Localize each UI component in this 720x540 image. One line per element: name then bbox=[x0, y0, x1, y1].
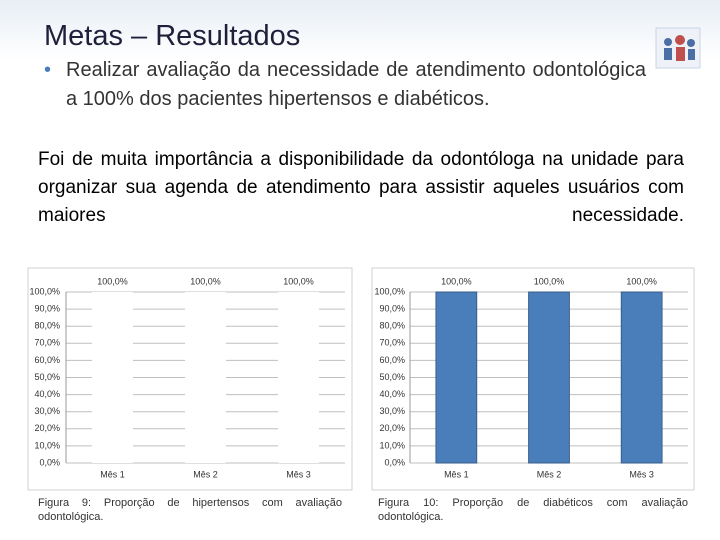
bar bbox=[185, 292, 226, 463]
y-tick-label: 60,0% bbox=[34, 355, 60, 365]
value-label: 100,0% bbox=[97, 276, 128, 286]
slide-title: Metas – Resultados bbox=[44, 20, 301, 52]
value-label: 100,0% bbox=[534, 276, 565, 286]
y-tick-label: 80,0% bbox=[379, 321, 405, 331]
x-tick-label: Mês 2 bbox=[193, 469, 218, 479]
value-label: 100,0% bbox=[190, 276, 221, 286]
y-tick-label: 100,0% bbox=[29, 286, 60, 296]
y-tick-label: 80,0% bbox=[34, 321, 60, 331]
y-tick-label: 20,0% bbox=[34, 423, 60, 433]
caption: Figura 10: Proporção de diabéticos com a… bbox=[378, 497, 688, 523]
y-tick-label: 0,0% bbox=[39, 457, 60, 467]
y-tick-label: 100,0% bbox=[374, 286, 405, 296]
y-tick-label: 90,0% bbox=[34, 303, 60, 313]
x-tick-label: Mês 3 bbox=[286, 469, 311, 479]
bar bbox=[92, 292, 133, 463]
x-tick-label: Mês 2 bbox=[537, 469, 562, 479]
bar bbox=[620, 291, 663, 464]
y-tick-label: 70,0% bbox=[379, 338, 405, 348]
y-tick-label: 60,0% bbox=[379, 355, 405, 365]
y-tick-label: 30,0% bbox=[34, 406, 60, 416]
paragraph: Foi de muita importância a disponibilida… bbox=[38, 149, 684, 226]
bullet-text: Realizar avaliação da necessidade de ate… bbox=[66, 59, 646, 110]
bar bbox=[528, 291, 570, 464]
y-tick-label: 40,0% bbox=[34, 389, 60, 399]
y-tick-label: 50,0% bbox=[34, 372, 60, 382]
y-tick-label: 90,0% bbox=[379, 303, 405, 313]
y-tick-label: 10,0% bbox=[379, 440, 405, 450]
logo bbox=[655, 27, 701, 69]
y-tick-label: 70,0% bbox=[34, 338, 60, 348]
y-tick-label: 0,0% bbox=[384, 457, 405, 467]
y-tick-label: 50,0% bbox=[379, 372, 405, 382]
y-tick-label: 20,0% bbox=[379, 423, 405, 433]
y-tick-label: 10,0% bbox=[34, 440, 60, 450]
bar bbox=[435, 291, 478, 464]
x-tick-label: Mês 1 bbox=[100, 469, 125, 479]
value-label: 100,0% bbox=[626, 276, 657, 286]
value-label: 100,0% bbox=[441, 276, 472, 286]
x-tick-label: Mês 3 bbox=[629, 469, 654, 479]
bar bbox=[278, 292, 319, 463]
bullet-dot: • bbox=[44, 59, 52, 81]
y-tick-label: 30,0% bbox=[379, 406, 405, 416]
x-tick-label: Mês 1 bbox=[444, 469, 469, 479]
value-label: 100,0% bbox=[283, 276, 314, 286]
caption: Figura 9: Proporção de hipertensos com a… bbox=[38, 497, 342, 523]
y-tick-label: 40,0% bbox=[379, 389, 405, 399]
